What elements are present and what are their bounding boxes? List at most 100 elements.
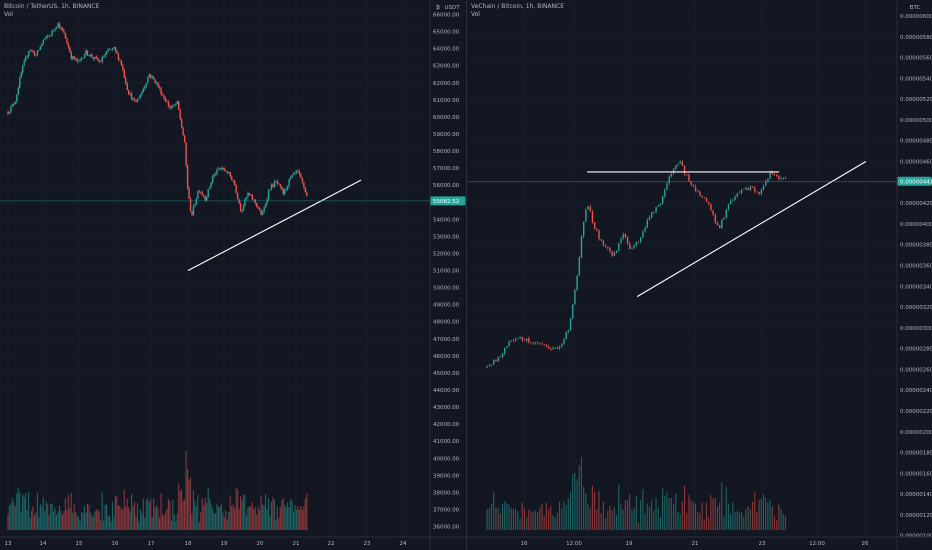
price-axis-tick-label: 0.00000580	[900, 35, 932, 41]
volume-bar	[111, 501, 114, 530]
time-axis-tick-label: 21	[293, 541, 300, 547]
candle-body	[120, 60, 123, 65]
candle-body	[52, 30, 55, 31]
volume-bar	[677, 512, 679, 530]
candle-body	[718, 225, 721, 229]
price-axis[interactable]: 0.00000600 0.00000580 0.00000560 0.00000540…	[896, 0, 932, 550]
btc-usdt-chart-svg[interactable]: 66000.00 65000.00 64000.00 63000.00 62000.00…	[0, 0, 466, 550]
candle-body	[102, 57, 105, 58]
time-axis[interactable]: 16 12:00 19 21 23 12:00 26	[467, 536, 932, 547]
candle-body	[41, 43, 43, 47]
volume-bar	[701, 502, 703, 530]
volume-bar	[95, 509, 97, 530]
volume-bar	[138, 521, 140, 530]
volume-bar	[488, 508, 490, 530]
candle-body	[532, 343, 534, 344]
chart-pane-vet-btc[interactable]: 0.00000600 0.00000580 0.00000560 0.00000540…	[467, 0, 932, 550]
candle-body	[622, 233, 624, 239]
candle-body	[27, 51, 30, 57]
volume-bar	[653, 510, 655, 530]
volume-bar	[14, 506, 16, 530]
volume-bar	[304, 498, 306, 530]
chart-pane-btc-usdt[interactable]: 66000.00 65000.00 64000.00 63000.00 62000.00…	[0, 0, 466, 550]
price-axis-tick-label: 0.00000240	[900, 388, 932, 394]
volume-bar	[270, 501, 272, 530]
candle-body	[235, 185, 237, 193]
candle-body	[172, 104, 174, 108]
price-axis-tick-label: 0.00000200	[900, 430, 932, 436]
candle-body	[732, 199, 734, 201]
candle-body	[194, 204, 196, 207]
candle-body	[760, 189, 763, 195]
candle-body	[182, 127, 184, 136]
volume-bar	[242, 494, 245, 530]
volume-bar	[272, 497, 274, 530]
time-axis[interactable]: 13 14 15 16 17 18 19 20 21 22 23 24	[0, 536, 466, 547]
price-axis-tick-label: 0.00000140	[900, 492, 932, 498]
volume-bar	[294, 504, 296, 530]
volume-bar	[55, 514, 58, 530]
volume-bar	[67, 495, 69, 530]
candle-body	[683, 165, 686, 175]
price-axis[interactable]: 66000.00 65000.00 64000.00 63000.00 62000.00…	[429, 0, 466, 550]
trendline[interactable]	[187, 179, 362, 272]
candle-body	[558, 347, 561, 349]
candle-body	[554, 347, 556, 349]
candle-body	[488, 365, 491, 367]
volume-bar	[521, 502, 523, 530]
candle-body	[195, 198, 198, 205]
volume-bar	[129, 511, 131, 530]
volume-bar	[510, 508, 512, 530]
price-axis-tick-label: 60000.00	[433, 115, 460, 121]
volume-bar	[29, 518, 31, 530]
candle-body	[26, 56, 28, 58]
candle-body	[692, 184, 695, 187]
candle-body	[86, 50, 89, 56]
candle-body	[286, 186, 289, 189]
candle-body	[758, 192, 760, 195]
volume-bar	[703, 519, 705, 530]
time-axis-tick-label: 24	[400, 541, 407, 547]
chart-background	[467, 0, 932, 550]
candle-body	[128, 89, 130, 95]
price-axis-tick-label: 0.00000160	[900, 471, 932, 477]
candle-body	[250, 194, 252, 196]
volume-bar	[237, 489, 239, 530]
candle-body	[61, 27, 64, 31]
candle-body	[247, 192, 249, 198]
volume-bar	[192, 490, 194, 530]
volume-bar	[182, 500, 184, 530]
candle-body	[657, 205, 659, 207]
volume-bar	[44, 511, 46, 530]
volume-bar	[734, 511, 736, 530]
candle-body	[264, 203, 267, 208]
time-axis-tick-label: 17	[148, 541, 155, 547]
candle-body	[642, 231, 644, 238]
volume-bar	[292, 512, 295, 530]
candles	[7, 21, 308, 217]
pane-divider[interactable]	[466, 0, 467, 550]
volume-bar	[580, 457, 582, 530]
volume-bar	[301, 509, 303, 530]
volume-bar	[195, 506, 197, 530]
volume-bar	[712, 498, 714, 530]
candle-body	[745, 187, 747, 190]
candle-body	[620, 238, 622, 244]
volume-bar	[38, 517, 40, 530]
price-axis-tick-label: 49000.00	[433, 303, 460, 309]
candle-body	[593, 222, 596, 230]
volume-bar	[160, 493, 162, 530]
volume-bar	[17, 487, 19, 530]
candle-body	[242, 205, 245, 210]
price-axis-tick-label: 54000.00	[433, 217, 460, 223]
candle-body	[219, 168, 221, 170]
volume-bar	[147, 497, 149, 530]
volume-bar	[97, 509, 99, 530]
candle-body	[508, 341, 510, 347]
candle-body	[183, 135, 186, 143]
vet-btc-chart-svg[interactable]: 0.00000600 0.00000580 0.00000560 0.00000540…	[467, 0, 932, 550]
volume-bar	[662, 488, 664, 530]
trendline[interactable]	[636, 161, 867, 298]
price-axis-tick-label: 56000.00	[433, 183, 460, 189]
volume-bar	[504, 501, 506, 530]
